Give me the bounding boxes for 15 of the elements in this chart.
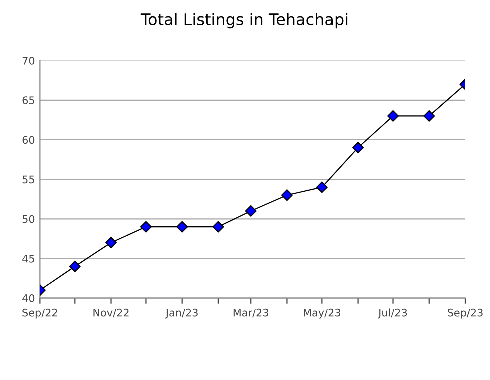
chart-title: Total Listings in Tehachapi xyxy=(140,13,348,29)
y-tick-label: 60 xyxy=(22,136,35,144)
x-tick-label: Sep/23 xyxy=(448,308,483,319)
x-tick-label: Jan/23 xyxy=(165,308,198,319)
y-tick-label: 40 xyxy=(22,294,35,302)
x-tick-label: Mar/23 xyxy=(234,308,268,318)
y-tick-label: 70 xyxy=(22,57,35,65)
x-tick-label: Nov/22 xyxy=(94,308,129,318)
y-tick-label: 50 xyxy=(22,215,35,224)
y-tick-label: 55 xyxy=(22,176,34,184)
y-tick-label: 65 xyxy=(22,96,34,104)
x-tick-label: May/23 xyxy=(304,308,340,319)
y-tick-label: 45 xyxy=(22,255,34,263)
x-tick-label: Jul/23 xyxy=(378,308,408,319)
x-tick-label: Sep/22 xyxy=(22,308,58,319)
